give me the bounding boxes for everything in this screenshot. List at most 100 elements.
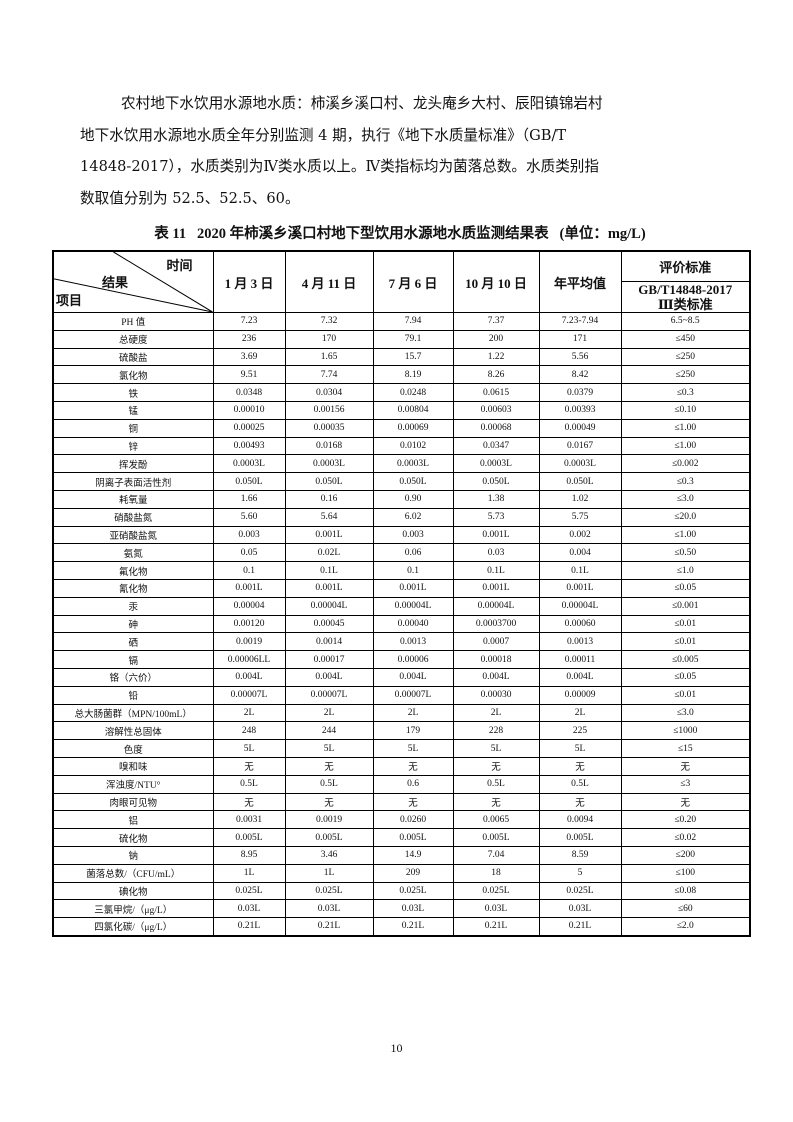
value-cell: 179 bbox=[372, 721, 454, 741]
standard-cell: ≤1.0 bbox=[620, 561, 751, 580]
value-cell: 0.03L bbox=[284, 899, 374, 919]
value-cell: 0.001L bbox=[212, 578, 286, 598]
value-cell: 0.00007L bbox=[372, 685, 454, 705]
value-cell: 0.1L bbox=[538, 561, 622, 580]
value-cell: 0.00004 bbox=[212, 596, 286, 616]
value-cell: 0.03L bbox=[372, 899, 454, 919]
table-row: 铁 0.0348 0.0304 0.0248 0.0615 0.0379 ≤0.3 bbox=[52, 383, 751, 402]
value-cell: 0.00156 bbox=[284, 400, 374, 420]
value-cell: 2L bbox=[212, 703, 286, 723]
value-cell: 0.005L bbox=[212, 828, 286, 847]
value-cell: 0.00006LL bbox=[212, 650, 286, 669]
standard-cell: ≤0.50 bbox=[620, 543, 751, 563]
value-cell: 0.5L bbox=[212, 774, 286, 794]
value-cell: 0.00025 bbox=[212, 418, 286, 438]
value-cell: 0.025L bbox=[538, 881, 622, 901]
value-cell: 0.0065 bbox=[452, 810, 540, 830]
row-item-cell: 铝 bbox=[52, 810, 214, 830]
standard-cell: ≤450 bbox=[620, 329, 751, 349]
value-cell: 0.0003700 bbox=[452, 614, 540, 634]
value-cell: 0.003 bbox=[372, 525, 454, 545]
column-header: 年平均值 bbox=[538, 250, 622, 313]
row-item-cell: 锰 bbox=[52, 400, 214, 420]
value-cell: 0.0003L bbox=[452, 454, 540, 474]
row-item-cell: 氯化物 bbox=[52, 365, 214, 385]
row-item-cell: 阴离子表面活性剂 bbox=[52, 472, 214, 491]
header-item: 项目 bbox=[56, 293, 83, 308]
table-row: PH 值 7.23 7.32 7.94 7.37 7.23-7.94 6.5~8.5 bbox=[52, 312, 751, 331]
value-cell: 0.00040 bbox=[372, 614, 454, 634]
value-cell: 0.03L bbox=[452, 899, 540, 919]
value-cell: 0.0167 bbox=[538, 436, 622, 456]
table-row: 汞 0.00004 0.00004L 0.00004L 0.00004L 0.00004L… bbox=[52, 596, 751, 616]
table-row: 总硬度 236 170 79.1 200 171 ≤450 bbox=[52, 329, 751, 349]
value-cell: 0.0003L bbox=[284, 454, 374, 474]
value-cell: 0.0019 bbox=[212, 632, 286, 652]
value-cell: 无 bbox=[284, 792, 374, 812]
standard-cell: ≤0.01 bbox=[620, 685, 751, 705]
value-cell: 0.21L bbox=[538, 917, 622, 937]
value-cell: 无 bbox=[452, 756, 540, 776]
table-row: 硒 0.0019 0.0014 0.0013 0.0007 0.0013 ≤0.01 bbox=[52, 632, 751, 652]
value-cell: 0.5L bbox=[538, 774, 622, 794]
paragraph-line: 农村地下水饮用水源地水质：柿溪乡溪口村、龙头庵乡大村、辰阳镇锦岩村 bbox=[121, 95, 603, 112]
value-cell: 0.0019 bbox=[284, 810, 374, 830]
value-cell: 1.66 bbox=[212, 489, 286, 509]
value-cell: 0.21L bbox=[452, 917, 540, 937]
value-cell: 0.03 bbox=[452, 543, 540, 563]
value-cell: 200 bbox=[452, 329, 540, 349]
value-cell: 0.00049 bbox=[538, 418, 622, 438]
table-row: 铝 0.0031 0.0019 0.0260 0.0065 0.0094 ≤0.20 bbox=[52, 810, 751, 830]
value-cell: 0.005L bbox=[538, 828, 622, 847]
value-cell: 无 bbox=[284, 756, 374, 776]
value-cell: 7.74 bbox=[284, 365, 374, 385]
standard-cell: ≤0.3 bbox=[620, 472, 751, 491]
value-cell: 0.1 bbox=[212, 561, 286, 580]
value-cell: 0.03L bbox=[538, 899, 622, 919]
paragraph-line: 地下水饮用水源地水质全年分别监测 4 期，执行《地下水质量标准》（GB/T bbox=[80, 126, 567, 144]
standard-cell: ≤20.0 bbox=[620, 507, 751, 527]
value-cell: 0.00018 bbox=[452, 650, 540, 669]
value-cell: 0.00069 bbox=[372, 418, 454, 438]
value-cell: 5L bbox=[372, 739, 454, 758]
value-cell: 0.03L bbox=[212, 899, 286, 919]
value-cell: 0.00035 bbox=[284, 418, 374, 438]
value-cell: 0.005L bbox=[372, 828, 454, 847]
value-cell: 15.7 bbox=[372, 347, 454, 367]
value-cell: 7.94 bbox=[372, 312, 454, 331]
value-cell: 0.02L bbox=[284, 543, 374, 563]
standard-cell: ≤0.05 bbox=[620, 578, 751, 598]
value-cell: 8.59 bbox=[538, 845, 622, 865]
table-row: 亚硝酸盐氮 0.003 0.001L 0.003 0.001L 0.002 ≤1.00 bbox=[52, 525, 751, 545]
value-cell: 0.16 bbox=[284, 489, 374, 509]
row-item-cell: 总大肠菌群（MPN/100mL） bbox=[52, 703, 214, 723]
table-row: 阴离子表面活性剂 0.050L 0.050L 0.050L 0.050L 0.050L ≤0… bbox=[52, 472, 751, 491]
value-cell: 8.26 bbox=[452, 365, 540, 385]
value-cell: 1.22 bbox=[452, 347, 540, 367]
value-cell: 5.56 bbox=[538, 347, 622, 367]
value-cell: 0.0013 bbox=[538, 632, 622, 652]
standard-cell: ≤1000 bbox=[620, 721, 751, 741]
row-item-cell: 铬（六价） bbox=[52, 667, 214, 687]
row-item-cell: 铁 bbox=[52, 383, 214, 402]
value-cell: 0.00804 bbox=[372, 400, 454, 420]
value-cell: 5.64 bbox=[284, 507, 374, 527]
value-cell: 0.00004L bbox=[372, 596, 454, 616]
value-cell: 0.0168 bbox=[284, 436, 374, 456]
standard-header: 评价标准 bbox=[620, 250, 751, 282]
standard-cell: ≤2.0 bbox=[620, 917, 751, 937]
value-cell: 0.003 bbox=[212, 525, 286, 545]
value-cell: 0.0260 bbox=[372, 810, 454, 830]
value-cell: 0.025L bbox=[372, 881, 454, 901]
table-row: 菌落总数/（CFU/mL） 1L 1L 209 18 5 ≤100 bbox=[52, 863, 751, 883]
value-cell: 0.0615 bbox=[452, 383, 540, 402]
standard-cell: ≤0.10 bbox=[620, 400, 751, 420]
value-cell: 0.06 bbox=[372, 543, 454, 563]
value-cell: 0.025L bbox=[284, 881, 374, 901]
standard-cell: ≤3.0 bbox=[620, 703, 751, 723]
table-row: 硫化物 0.005L 0.005L 0.005L 0.005L 0.005L ≤0.02 bbox=[52, 828, 751, 847]
table-row: 浑浊度/NTU° 0.5L 0.5L 0.6 0.5L 0.5L ≤3 bbox=[52, 774, 751, 794]
row-item-cell: 嗅和味 bbox=[52, 756, 214, 776]
standard-cell: ≤0.08 bbox=[620, 881, 751, 901]
value-cell: 2L bbox=[284, 703, 374, 723]
